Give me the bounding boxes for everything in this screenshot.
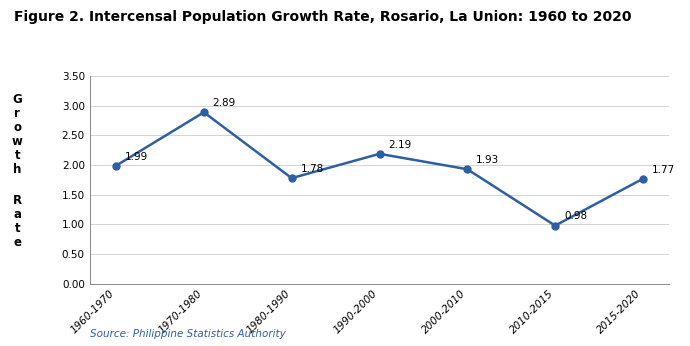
Text: Figure 2. Intercensal Population Growth Rate, Rosario, La Union: 1960 to 2020: Figure 2. Intercensal Population Growth …: [14, 10, 631, 24]
Text: Source: Philippine Statistics Authority: Source: Philippine Statistics Authority: [90, 329, 286, 339]
Text: R
a
t
e: R a t e: [12, 194, 22, 249]
Text: 2.19: 2.19: [388, 140, 411, 150]
Text: 2.89: 2.89: [213, 98, 236, 108]
Text: 0.98: 0.98: [564, 211, 587, 221]
Text: 1.99: 1.99: [125, 152, 148, 162]
Text: 1.78: 1.78: [300, 164, 324, 174]
Text: 1.77: 1.77: [652, 165, 675, 175]
Text: 1.93: 1.93: [476, 155, 500, 165]
Text: G
r
o
w
t
h: G r o w t h: [12, 93, 23, 176]
